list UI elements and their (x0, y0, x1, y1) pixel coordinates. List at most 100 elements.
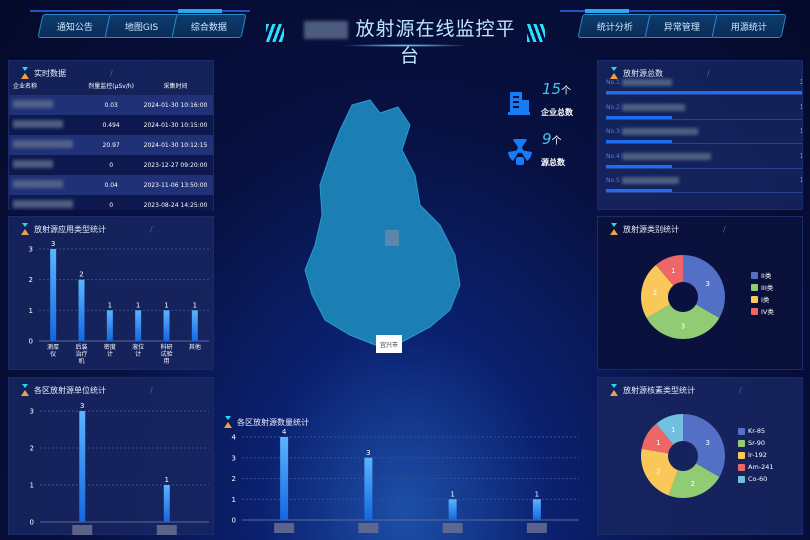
data-label: 1 (136, 301, 140, 309)
column-header: 企业名称 (13, 82, 38, 90)
legend-item[interactable]: IV类 (751, 305, 774, 317)
legend-swatch (738, 475, 745, 483)
bar (448, 499, 457, 520)
data-label: 1 (535, 490, 539, 498)
legend-item[interactable]: III类 (751, 281, 774, 293)
legend-label: Kr-85 (748, 427, 766, 435)
table-row[interactable]: 0.03 2024-01-30 10:16:00 (9, 95, 213, 115)
x-tick-label-redacted (526, 523, 547, 533)
legend-item[interactable]: Ir-192 (738, 449, 774, 461)
district-quantity-panel: 各区放射源数量统计 0 1 2 3 4 4 3 1 1 (222, 412, 592, 540)
rank-value: 1 (800, 128, 802, 135)
data-label: 1 (108, 301, 112, 309)
y-tick-label: 2 (232, 475, 236, 483)
pie-slice (683, 414, 725, 477)
table-row[interactable]: 0.494 2024-01-30 10:15:00 (9, 115, 213, 135)
bar (191, 310, 198, 341)
legend-swatch (751, 295, 758, 303)
collect-time: 2024-01-30 10:16:00 (143, 101, 208, 109)
panel-title: 实时数据 (34, 68, 66, 78)
source-category-donut-chart: 3 3 2 1 (641, 255, 725, 339)
legend-label: II类 (761, 272, 772, 280)
y-tick-label: 0 (232, 517, 236, 525)
legend-label: III类 (761, 284, 774, 292)
y-tick-label: 2 (30, 445, 34, 453)
bar (532, 499, 541, 520)
district-unit-bar-chart: 0 1 2 3 3 1 (30, 402, 209, 535)
dose-value: 0 (109, 201, 114, 209)
ranking-item[interactable]: No.3 1 (606, 128, 802, 144)
slice-label: 2 (653, 289, 657, 297)
nav-overview[interactable]: 综合数据 (171, 14, 247, 38)
region-map[interactable] (290, 95, 490, 355)
source-count-label: 源总数 (541, 158, 565, 167)
legend-label: Co-60 (748, 475, 768, 483)
x-tick-label: 计 (135, 350, 141, 358)
ranking-item[interactable]: No.2 1 (606, 103, 802, 120)
bar (364, 457, 373, 520)
x-tick-label: 试验 (160, 350, 172, 358)
collect-time: 2023-08-24 14:25:00 (143, 201, 208, 209)
legend-item[interactable]: Co-60 (738, 473, 774, 485)
nav-gis-map[interactable]: 地图GIS (104, 14, 180, 38)
table-row[interactable]: 0 2023-12-27 09:20:00 (9, 155, 213, 175)
legend-label: Sr-90 (748, 439, 765, 447)
nav-statistics[interactable]: 统计分析 (577, 14, 653, 38)
collect-time: 2024-01-30 10:12:15 (143, 141, 208, 149)
bar (106, 310, 113, 341)
data-label: 4 (282, 428, 287, 436)
panel-title: 放射源类别统计 (623, 224, 679, 234)
table-row[interactable]: 0.04 2023-11-06 13:50:00 (9, 175, 213, 195)
hourglass-icon (21, 223, 30, 235)
collect-time: 2024-01-30 10:15:00 (143, 121, 208, 129)
source-ranking-panel: 放射源总数/ No.1 3No.2 1No.3 1No.4 1No.5 1 (597, 60, 803, 210)
y-tick-label: 3 (30, 408, 34, 416)
dose-value: 0 (109, 161, 114, 169)
y-tick-label: 4 (232, 434, 237, 442)
bar (163, 310, 170, 341)
chart-legend: Kr-85 Sr-90 Ir-192 Am-241 Co-60 (738, 425, 774, 485)
table-row[interactable]: 20.97 2024-01-30 10:12:15 (9, 135, 213, 155)
nav-usage-stats[interactable]: 用源统计 (711, 14, 787, 38)
legend-label: Am-241 (748, 463, 774, 471)
company-name (9, 115, 84, 135)
x-tick-label: 液位 (132, 343, 144, 351)
dose-value: 20.97 (102, 141, 120, 149)
x-tick-label: 后装 (75, 343, 87, 351)
nav-notice[interactable]: 通知公告 (37, 14, 113, 38)
legend-label: Ir-192 (748, 451, 767, 459)
legend-item[interactable]: Kr-85 (738, 425, 774, 437)
ranking-item[interactable]: No.5 1 (606, 177, 802, 193)
rank-bar (606, 164, 672, 168)
table-row[interactable]: 0 2023-08-24 14:25:00 (9, 195, 213, 215)
x-tick-label: 仪 (50, 351, 56, 358)
building-icon (508, 92, 530, 115)
ranking-item[interactable]: No.4 1 (606, 152, 802, 169)
legend-swatch (751, 271, 758, 279)
slice-label: 3 (705, 439, 709, 447)
rank-value: 1 (800, 104, 802, 111)
x-tick-label-redacted (72, 525, 93, 535)
panel-title: 各区放射源单位统计 (34, 385, 106, 395)
legend-label: IV类 (761, 308, 774, 316)
legend-item[interactable]: II类 (751, 269, 774, 281)
y-tick-label: 3 (29, 246, 33, 254)
slice-label: 2 (656, 467, 660, 475)
legend-swatch (751, 283, 758, 291)
legend-item[interactable]: Sr-90 (738, 437, 774, 449)
map-region-label[interactable]: 宜兴市 (376, 335, 402, 353)
data-label: 3 (366, 449, 370, 457)
slice-label: 3 (681, 323, 685, 331)
district-quantity-bar-chart: 0 1 2 3 4 4 3 1 1 (232, 428, 579, 533)
hourglass-icon (610, 67, 619, 79)
legend-item[interactable]: I类 (751, 293, 774, 305)
ranking-item[interactable]: No.1 3 (606, 79, 802, 95)
x-tick-label: 用 (163, 358, 169, 365)
decor-stripes-icon (266, 24, 284, 42)
nav-anomaly[interactable]: 异常管理 (644, 14, 720, 38)
nuclide-type-donut-chart: 3 2 2 1 1 (641, 414, 725, 498)
slice-label: 1 (671, 267, 675, 275)
dose-value: 0.494 (102, 121, 120, 129)
legend-item[interactable]: Am-241 (738, 461, 774, 473)
